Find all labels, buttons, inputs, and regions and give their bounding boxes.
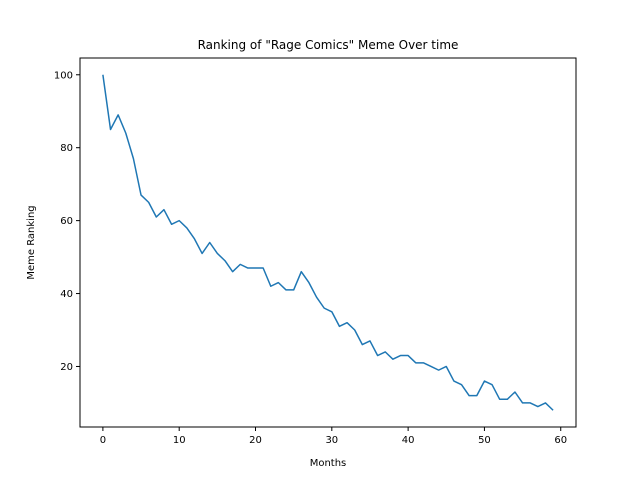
x-tick-label: 40 bbox=[402, 435, 415, 446]
x-tick-label: 20 bbox=[249, 435, 262, 446]
y-tick-label: 100 bbox=[54, 70, 73, 81]
x-tick-label: 30 bbox=[325, 435, 338, 446]
x-tick-label: 0 bbox=[100, 435, 106, 446]
plot-area bbox=[102, 74, 554, 411]
plot-frame bbox=[79, 57, 577, 428]
y-tick-label: 40 bbox=[60, 289, 73, 300]
y-tick-label: 80 bbox=[60, 143, 73, 154]
y-tick-label: 20 bbox=[60, 362, 73, 373]
y-tick-label: 60 bbox=[60, 216, 73, 227]
x-tick-label: 10 bbox=[173, 435, 186, 446]
x-axis-label: Months bbox=[310, 458, 347, 469]
chart-title: Ranking of "Rage Comics" Meme Over time bbox=[198, 38, 459, 52]
series-line bbox=[102, 74, 554, 411]
x-tick-label: 50 bbox=[478, 435, 491, 446]
y-axis-label: Meme Ranking bbox=[26, 205, 37, 279]
x-axis: 0 10 20 30 40 50 60 bbox=[100, 427, 567, 446]
x-tick-label: 60 bbox=[554, 435, 567, 446]
y-axis: 20 40 60 80 100 bbox=[54, 70, 80, 373]
